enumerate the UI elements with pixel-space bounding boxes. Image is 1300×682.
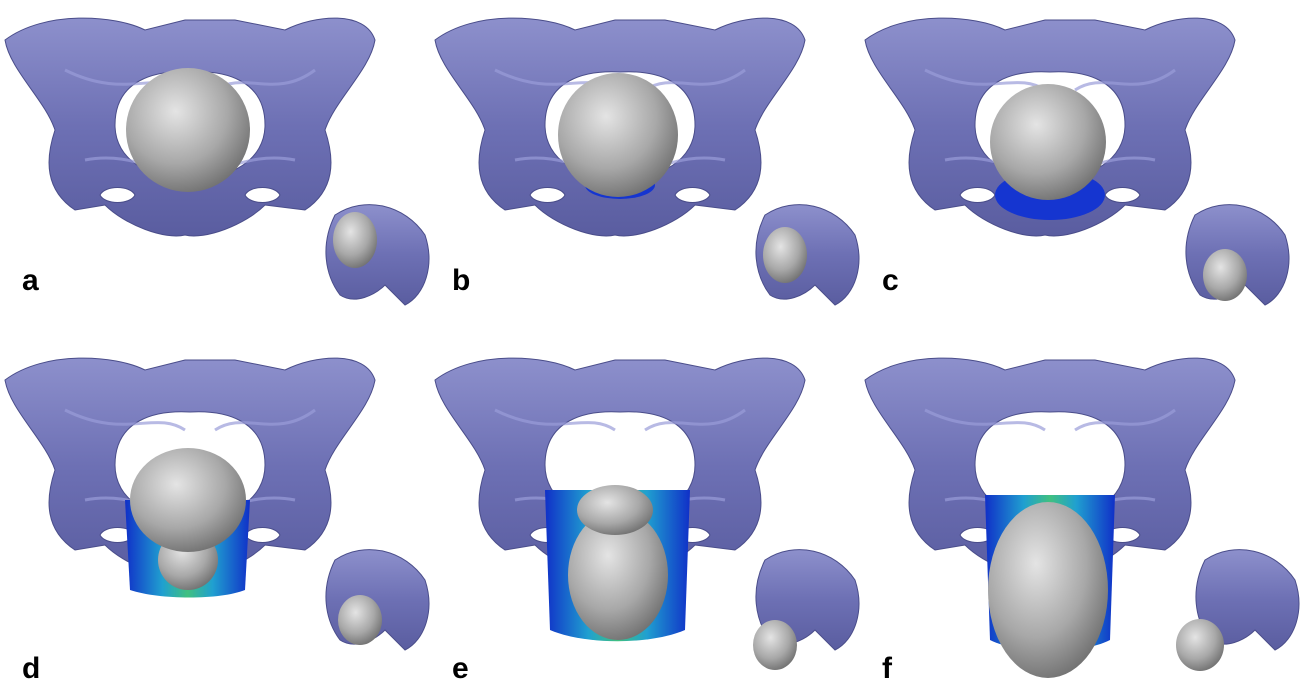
panel: f <box>865 358 1299 682</box>
panel: c <box>865 18 1289 305</box>
figure: a b c d e <box>0 0 1300 682</box>
panel-label: a <box>22 264 39 297</box>
panel: b <box>435 18 859 305</box>
panel-label: c <box>882 264 899 297</box>
panel-label: b <box>452 264 470 297</box>
panel: d <box>5 358 429 682</box>
panel-label: e <box>452 652 469 682</box>
panel: e <box>435 358 859 682</box>
panel: a <box>5 18 429 305</box>
panel-label: d <box>22 652 40 682</box>
panel-label: f <box>882 652 893 682</box>
